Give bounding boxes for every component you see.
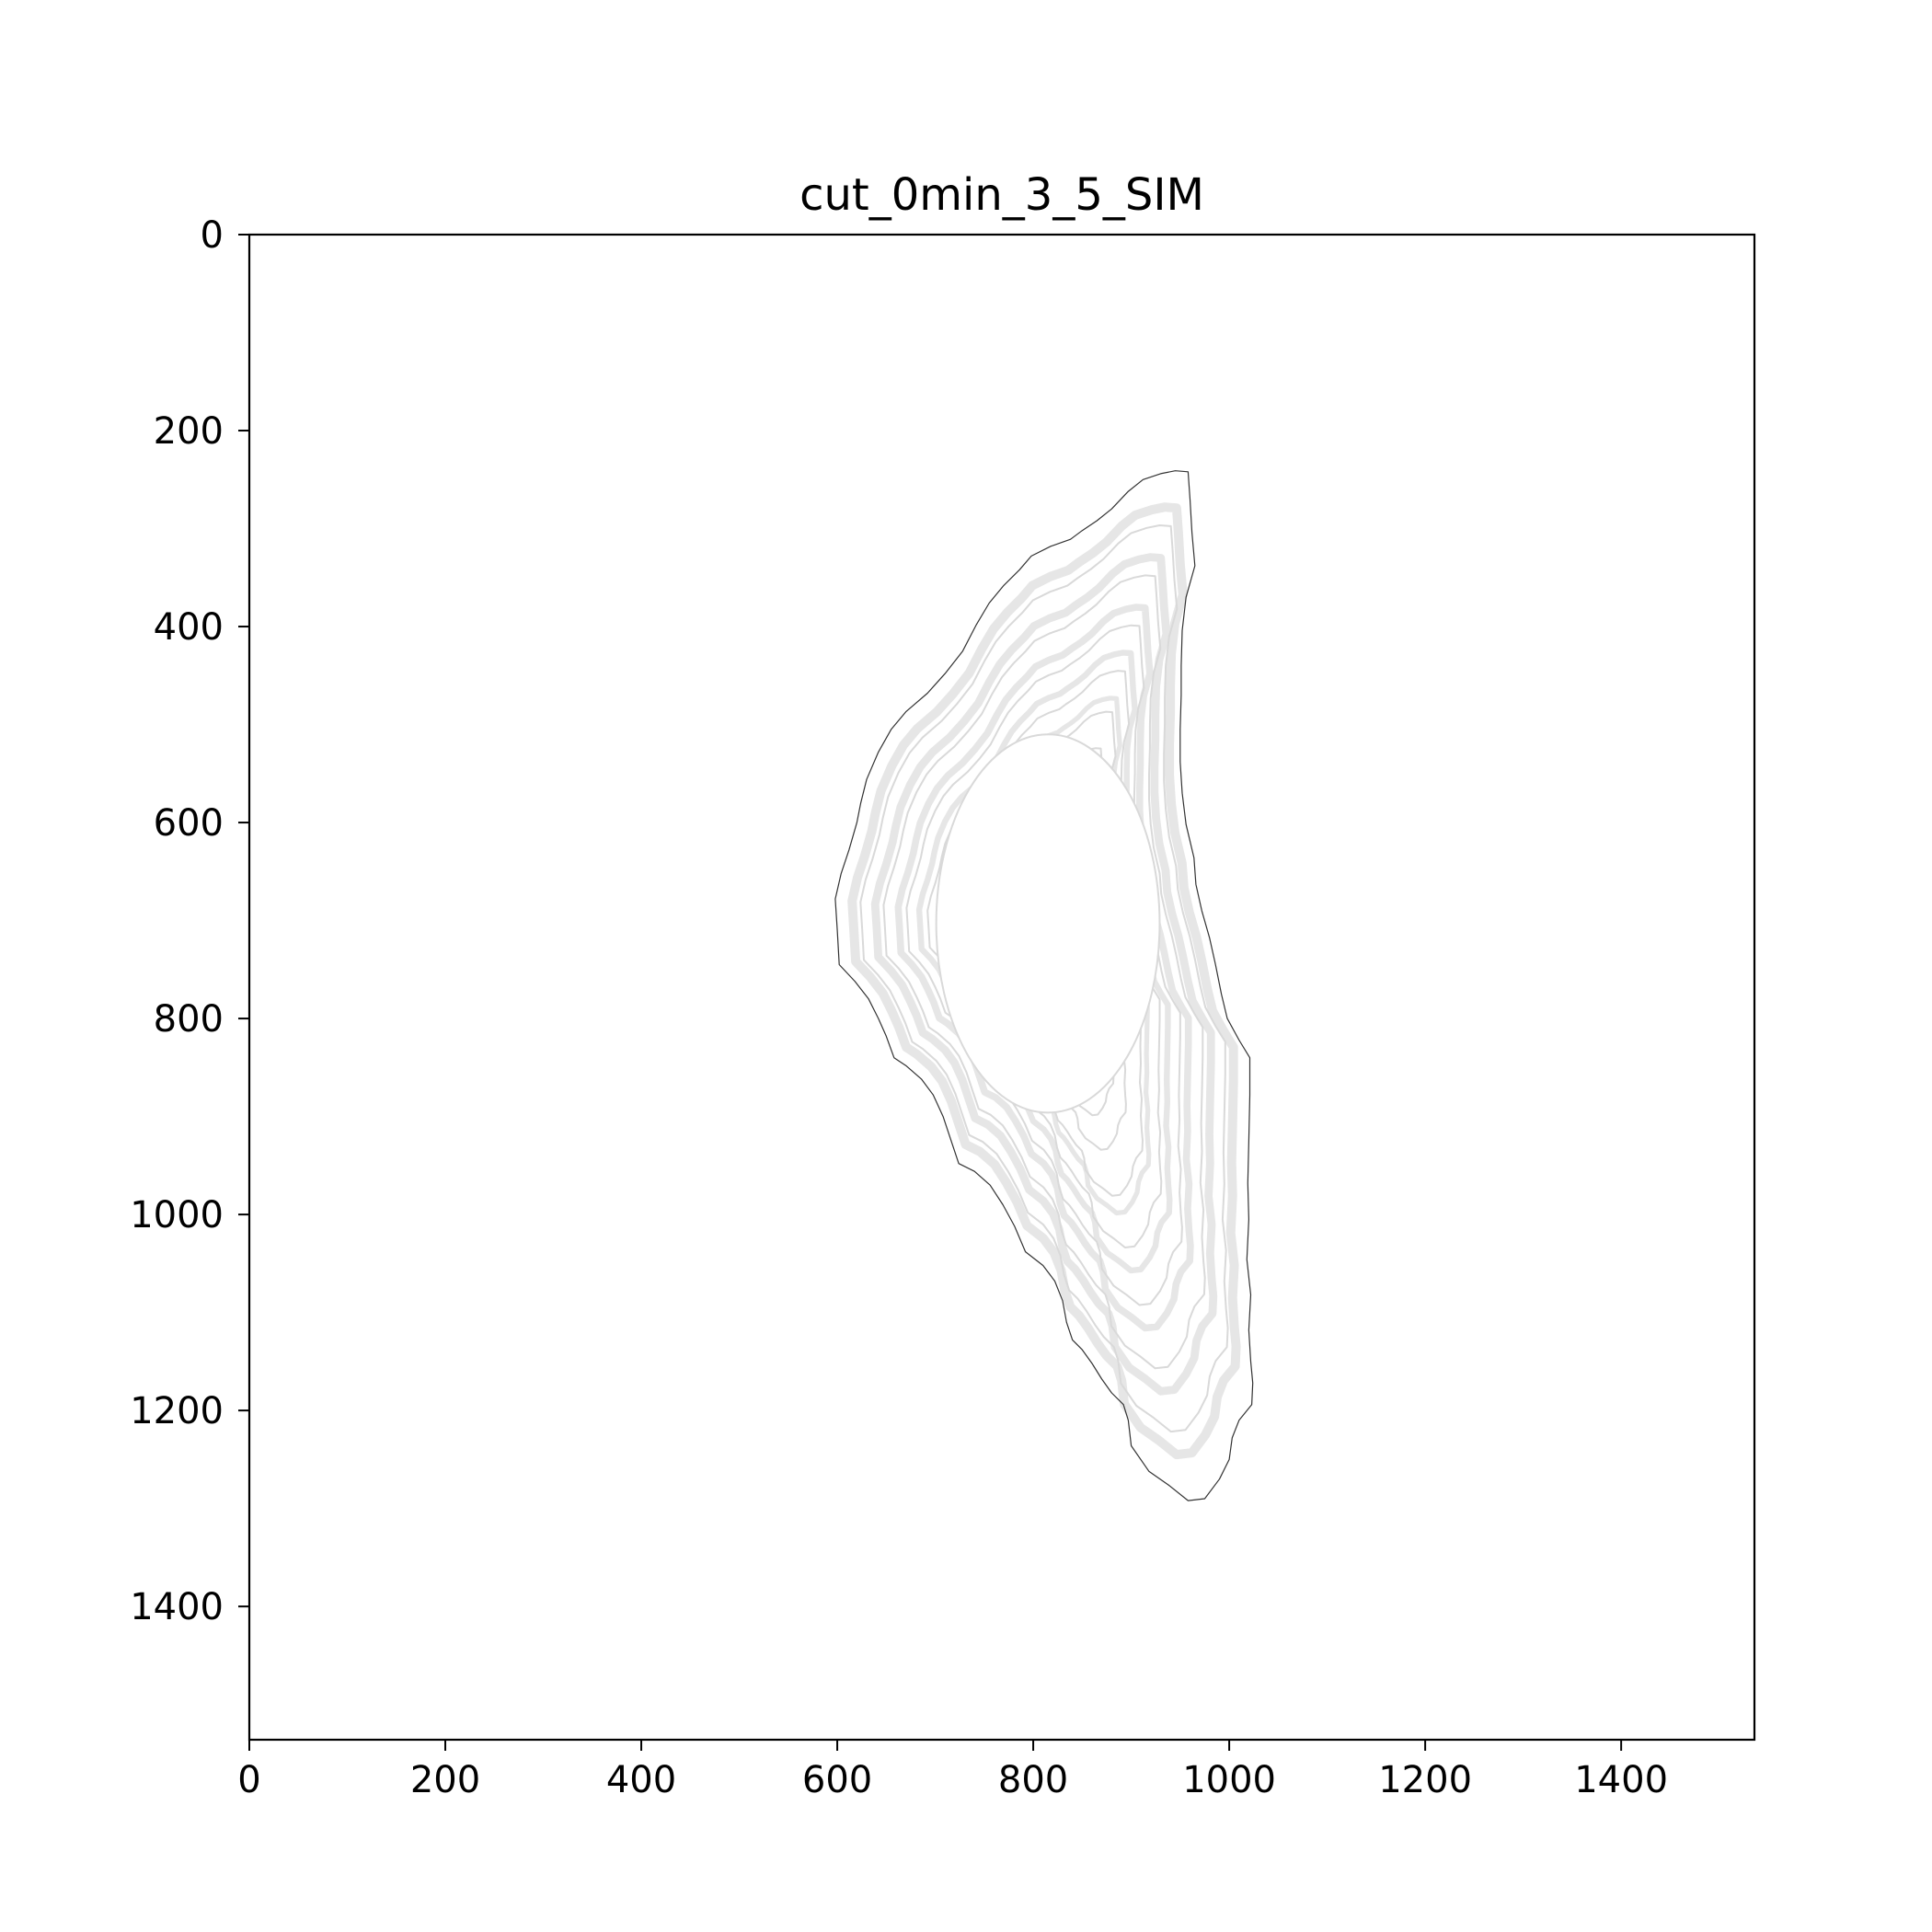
y-tick-label: 1400: [130, 1586, 224, 1628]
x-tick-label: 800: [998, 1759, 1068, 1801]
y-tick-label: 400: [154, 606, 224, 649]
axes-frame: [247, 233, 1756, 1742]
x-tick-label: 1200: [1378, 1759, 1472, 1801]
x-tick-label: 400: [606, 1759, 676, 1801]
y-tick-label: 0: [201, 214, 224, 257]
inner-contour: [935, 733, 1161, 1114]
plot-area: [834, 470, 1254, 1501]
y-tick-label: 600: [154, 802, 224, 845]
y-axis: 0 200 400 600 800 1000 1200 1400: [130, 214, 249, 1628]
outer-boundary: [834, 470, 1254, 1501]
x-axis: 0 200 400 600 800 1000 1200 1400: [237, 1740, 1668, 1801]
chart-title: cut_0min_3_5_SIM: [799, 169, 1204, 221]
contour-line: [859, 524, 1229, 1433]
y-tick-label: 800: [154, 998, 224, 1041]
contour-band: [870, 553, 1218, 1396]
x-tick-label: 1400: [1574, 1759, 1668, 1801]
x-tick-label: 600: [802, 1759, 872, 1801]
y-tick-label: 200: [154, 410, 224, 453]
contour-band: [894, 604, 1194, 1332]
x-tick-label: 200: [410, 1759, 480, 1801]
x-tick-label: 0: [237, 1759, 260, 1801]
contour-line: [882, 574, 1206, 1370]
y-tick-label: 1000: [130, 1194, 224, 1236]
x-tick-label: 1000: [1182, 1759, 1276, 1801]
contour-band: [847, 502, 1241, 1460]
y-tick-label: 1200: [130, 1390, 224, 1432]
